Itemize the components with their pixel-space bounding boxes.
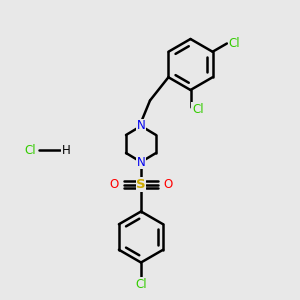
Text: Cl: Cl xyxy=(135,278,147,291)
Text: Cl: Cl xyxy=(228,37,240,50)
Text: O: O xyxy=(164,178,172,191)
Text: Cl: Cl xyxy=(24,143,36,157)
Text: N: N xyxy=(136,119,146,133)
Text: N: N xyxy=(136,155,146,169)
Text: Cl: Cl xyxy=(192,103,204,116)
Text: S: S xyxy=(136,178,146,191)
Text: O: O xyxy=(110,178,118,191)
Text: H: H xyxy=(61,143,70,157)
